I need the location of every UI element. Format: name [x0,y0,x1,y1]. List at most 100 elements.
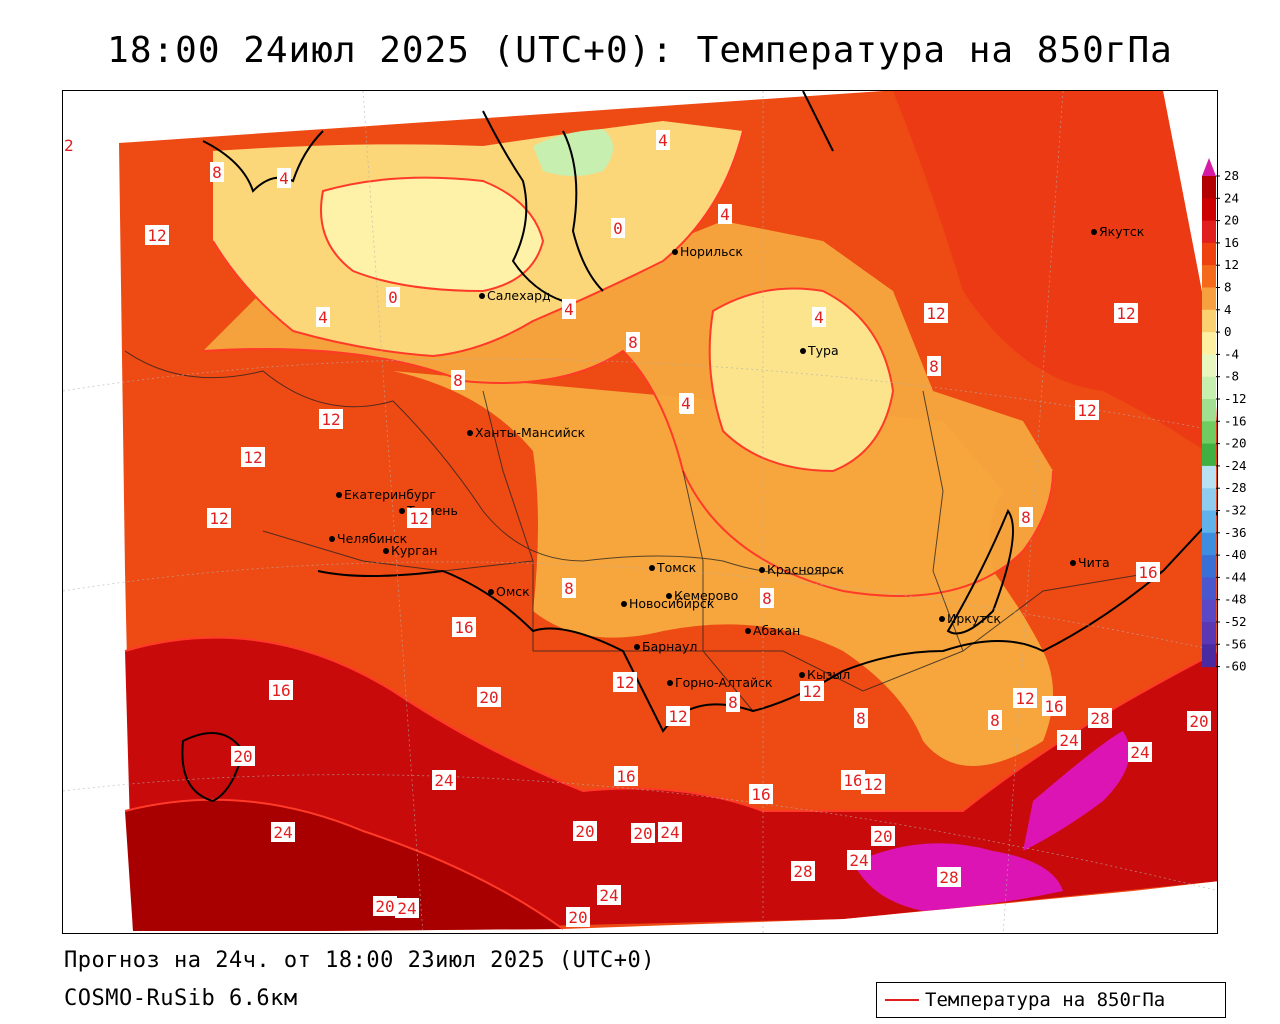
colorbar-tick-label: -28 [1224,480,1247,495]
isotherm-label: 20 [566,907,590,927]
city-label: Иркутск [947,611,1001,626]
colorbar-segment [1202,555,1216,578]
model-name: COSMO-RuSib 6.6км [64,986,298,1011]
city-marker [666,593,672,599]
city-label: Омск [496,584,530,599]
city-6[interactable]: Екатеринбург [336,487,436,502]
isotherm-label: 20 [477,687,501,707]
hot-region-mongolia [1023,731,1130,851]
city-2[interactable]: Норильск [672,244,743,259]
city-label: Барнаул [642,639,697,654]
city-label: Ханты-Мансийск [475,425,586,440]
svg-text:12: 12 [243,448,262,467]
temperature-map[interactable]: Якутск Норильск Салехард Тура Ханты-Мансийск… [62,90,1218,934]
isotherm-label: 24 [1128,742,1152,762]
city-17[interactable]: Горно-Алтайск [667,675,773,690]
svg-text:16: 16 [616,767,635,786]
isotherm-label: 20 [373,896,397,916]
svg-text:24: 24 [397,899,416,918]
svg-text:20: 20 [568,908,587,927]
city-label: Чита [1078,555,1110,570]
colorbar-tick-label: -48 [1224,592,1247,607]
svg-text:4: 4 [658,131,668,150]
svg-text:12: 12 [63,136,74,155]
colorbar-tick-label: 16 [1224,235,1239,250]
svg-text:8: 8 [728,693,738,712]
isotherm-label: 4 [679,393,693,413]
contour-labels-layer: 1284440041248484121281241212121288161681… [63,130,1211,927]
city-11[interactable]: Новосибирск [621,596,715,611]
coldest-region-taimyr [533,129,613,176]
isotherm-label: 12 [1013,688,1037,708]
colorbar-segment [1202,510,1216,534]
colorbar-segment [1202,443,1216,467]
colorbar-segment [1202,198,1216,222]
city-label: Салехард [487,288,551,303]
isotherm-label: 8 [626,332,640,352]
city-3[interactable]: Салехард [479,288,551,303]
region-borders [124,350,1164,712]
city-19[interactable]: Иркутск [939,611,1001,626]
city-label: Курган [391,543,438,558]
svg-text:12: 12 [668,707,687,726]
isotherm-label: 4 [718,204,732,224]
city-9[interactable]: Курган [383,543,438,558]
isotherm-label: 16 [452,617,476,637]
city-marker [399,508,405,514]
svg-text:20: 20 [1189,712,1208,731]
colorbar-tick-label: -40 [1224,547,1247,562]
city-14[interactable]: Кемерово [666,588,738,603]
city-marker [329,536,335,542]
colorbar-segment [1202,354,1216,378]
cool-region-putorana [709,288,893,471]
svg-text:8: 8 [212,163,222,182]
isotherm-label: 8 [1019,507,1033,527]
city-label: Тура [807,343,839,358]
isotherm-label: 24 [847,850,871,870]
isotherm-label: 4 [812,307,826,327]
isotherm-label: 24 [432,770,456,790]
city-12[interactable]: Томск [649,560,697,575]
city-5[interactable]: Ханты-Мансийск [467,425,586,440]
city-4[interactable]: Тура [800,343,839,358]
colorbar-tick-label: 4 [1224,302,1232,317]
svg-text:16: 16 [1138,563,1157,582]
city-label: Кызыл [807,667,850,682]
colorbar-segment [1202,488,1216,511]
svg-text:16: 16 [271,681,290,700]
city-1[interactable]: Якутск [1091,224,1145,239]
city-label: Кемерово [674,588,738,603]
svg-text:24: 24 [1059,731,1078,750]
city-20[interactable]: Чита [1070,555,1110,570]
city-18[interactable]: Кызыл [799,667,850,682]
city-marker [799,672,805,678]
colorbar-tick-label: -24 [1224,458,1247,473]
city-16[interactable]: Барнаул [634,639,697,654]
svg-text:8: 8 [1021,508,1031,527]
colorbar: 28 24 20 16 12 8 4 0 -4 -8 -12 -16 -20 -24 -28 -32 -36 -4… [1202,158,1247,674]
city-15[interactable]: Абакан [745,623,800,638]
isotherm-label: 28 [937,867,961,887]
colorbar-segment [1202,376,1216,400]
city-8[interactable]: Челябинск [329,531,408,546]
isotherm-label: 20 [1187,711,1211,731]
isotherm-label: 12 [613,672,637,692]
isotherm-label: 8 [988,710,1002,730]
colorbar-segment [1202,644,1216,668]
isotherm-label: 20 [631,823,655,843]
isotherm-label: 12 [319,409,343,429]
city-10[interactable]: Омск [488,584,530,599]
colorbar-segment [1202,532,1216,556]
cold-region-yamal-core [321,177,543,291]
colorbar-tick-label: -20 [1224,436,1247,451]
city-marker [800,348,806,354]
city-label: Томск [656,560,697,575]
isotherm-label: 4 [562,299,576,319]
city-13[interactable]: Красноярск [759,562,844,577]
isotherm-label: 12 [145,225,169,245]
svg-text:12: 12 [863,775,882,794]
isotherm-label: 12 [63,135,76,155]
isotherm-label: 12 [241,447,265,467]
colorbar-tick-label: -60 [1224,659,1247,674]
isotherm-label: 28 [791,861,815,881]
